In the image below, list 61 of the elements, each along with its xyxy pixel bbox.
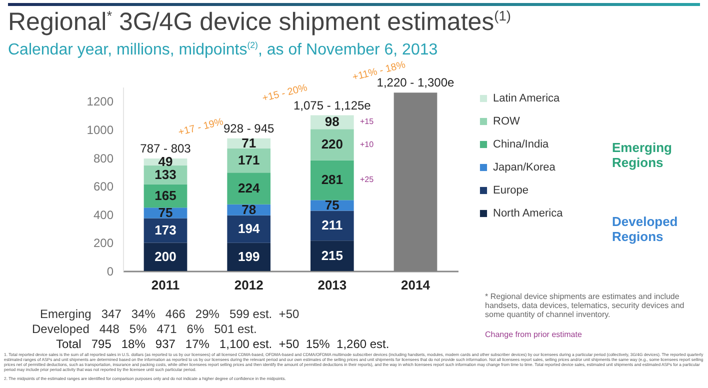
bar <box>227 148 270 173</box>
x-tick-label: 2013 <box>318 278 347 292</box>
data-label: 78 <box>242 202 256 217</box>
data-label: 194 <box>238 221 260 236</box>
data-label: 220 <box>321 136 344 152</box>
legend-label: North America <box>493 208 564 220</box>
data-label: 75 <box>158 204 173 220</box>
text: Emerging Regions <box>612 140 673 170</box>
annotation: +10 <box>360 140 374 149</box>
legend-label: China/India <box>493 138 550 150</box>
bar <box>310 160 354 200</box>
annotation: 1,075 - 1,125e <box>293 98 372 112</box>
data-label: 165 <box>154 188 176 203</box>
bar <box>310 210 354 241</box>
annotation: 787 - 803 <box>140 141 192 156</box>
data-label: 200 <box>154 248 176 264</box>
data-label: 75 <box>324 197 340 212</box>
data-label: 71 <box>242 135 256 150</box>
data-label: 224 <box>238 180 260 196</box>
text: Developed Regions <box>612 214 679 244</box>
data-label: 133 <box>154 166 176 182</box>
y-tick-label: 1000 <box>86 122 114 137</box>
text: * Regional device shipments are estimates and include handsets, data devices, telematics, security devices and some quantity of channel inventory. <box>485 292 685 319</box>
bar <box>310 240 354 271</box>
bar <box>227 242 270 271</box>
text: Developed 448 5% 471 6% 501 est. <box>32 322 257 336</box>
annotation: +17 - 19% <box>177 116 225 138</box>
bar <box>227 172 270 204</box>
chart-title: Regional$^{*}$ 3G/4G device shipment estimates$^{(1)}$ <box>8 8 511 37</box>
y-tick-label: 800 <box>93 151 114 166</box>
chart-subtitle: Calendar year, millions, midpoints$^{(2)}$, as of November 6, 2013 <box>8 40 438 60</box>
y-tick-label: 400 <box>93 208 114 222</box>
legend-label: ROW <box>493 116 520 128</box>
x-tick-label: 2014 <box>401 278 431 292</box>
bar <box>227 215 270 243</box>
data-label: 199 <box>238 248 260 264</box>
annotation: 928 - 945 <box>223 121 275 136</box>
annotation: 1,220 - 1,300e <box>376 76 455 90</box>
legend-label: Japan/Korea <box>493 162 556 174</box>
annotation: +25 <box>360 175 374 184</box>
bar <box>310 129 354 160</box>
legend-label: Europe <box>493 184 528 196</box>
data-label: 281 <box>321 172 344 188</box>
data-label: 173 <box>154 222 176 238</box>
y-tick-label: 600 <box>93 180 114 194</box>
x-tick-label: 2011 <box>151 278 180 292</box>
data-label: 49 <box>158 154 173 169</box>
annotation: +15 <box>360 117 374 126</box>
y-tick-label: 200 <box>93 236 114 250</box>
data-label: 211 <box>322 218 343 233</box>
y-tick-label: 0 <box>106 264 114 278</box>
text: Change from prior estimate <box>485 330 582 339</box>
x-tick-label: 2012 <box>234 278 264 292</box>
text: Total 795 18% 937 17% 1,100 est. +50 15% 1,260 est. <box>56 337 390 351</box>
bar <box>144 218 188 243</box>
legend-label: Latin America <box>493 92 561 104</box>
data-label: 98 <box>324 114 340 130</box>
data-label: 215 <box>321 248 344 263</box>
text: Emerging 347 34% 466 29% 599 est. +50 <box>40 307 300 321</box>
data-label: 171 <box>238 152 260 168</box>
y-tick-label: 1200 <box>86 94 114 109</box>
